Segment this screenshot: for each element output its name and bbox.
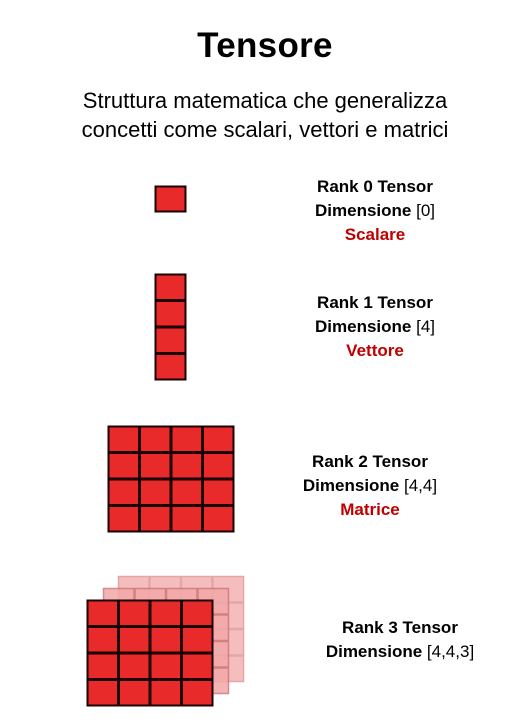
tensor-cell [139,452,172,480]
tensor-cell [139,425,172,453]
tensor-front-layer [86,599,214,707]
tensor-cell [202,478,235,506]
tensor-cell [149,652,182,680]
tensor-cell [202,505,235,533]
dimension-label: Dimensione [4,4] [302,476,438,495]
matrix-cells [107,425,235,533]
tensor-cell [202,452,235,480]
rank-label: Rank 1 Tensor [317,293,433,312]
dimension-label: Dimensione [4,4,3] [325,642,475,661]
tensor-cell [107,452,140,480]
rank-label: Rank 2 Tensor [312,452,428,471]
tensor-cell [86,652,119,680]
subtitle-line-2: concetti come scalari, vettori e matrici [81,117,449,142]
tensor-cell [86,599,119,627]
tensor-cell [86,679,119,707]
tensor-cell [149,679,182,707]
dimension-label: Dimensione [0] [315,201,435,220]
tensor-cell [107,425,140,453]
tensor-cell [181,599,214,627]
tensor-cell [181,652,214,680]
tensor-cell [107,478,140,506]
scalar-cell [154,185,187,213]
tensor-label-rank0: Rank 0 Tensor Dimensione [0] Scalare [290,175,460,247]
tensor-cell [181,626,214,654]
tensor-cell [181,679,214,707]
tensor-cell [202,425,235,453]
kind-label: Matrice [340,500,400,519]
tensor-cell [154,300,187,328]
tensor-cell [170,425,203,453]
tensor-cell [118,626,151,654]
tensor-cell [107,505,140,533]
rank-label: Rank 0 Tensor [317,177,433,196]
tensor-cell [170,478,203,506]
kind-label: Scalare [344,225,406,244]
tensor-cell [139,478,172,506]
page-title: Tensore [197,26,333,65]
subtitle: Struttura matematica che generalizza con… [0,86,530,144]
tensor-cell [154,185,187,213]
tensor-cell [149,626,182,654]
dimension-label: Dimensione [4] [315,317,435,336]
tensor-cell [118,679,151,707]
tensor-cell [118,652,151,680]
tensor-cell [154,273,187,301]
tensor-cell [139,505,172,533]
kind-label: Vettore [346,341,404,360]
tensor-label-rank3: Rank 3 Tensor Dimensione [4,4,3] [290,616,510,664]
rank-label: Rank 3 Tensor [342,618,458,637]
tensor-label-rank2: Rank 2 Tensor Dimensione [4,4] Matrice [280,450,460,522]
subtitle-line-1: Struttura matematica che generalizza [82,88,448,113]
tensor-cell [154,326,187,354]
tensor-cell [149,599,182,627]
tensor-cell [170,452,203,480]
tensor-cell [118,599,151,627]
tensor-cell [86,626,119,654]
vector-cells [154,273,187,381]
tensor-label-rank1: Rank 1 Tensor Dimensione [4] Vettore [290,291,460,363]
tensor-cell [170,505,203,533]
tensor-cell [154,353,187,381]
